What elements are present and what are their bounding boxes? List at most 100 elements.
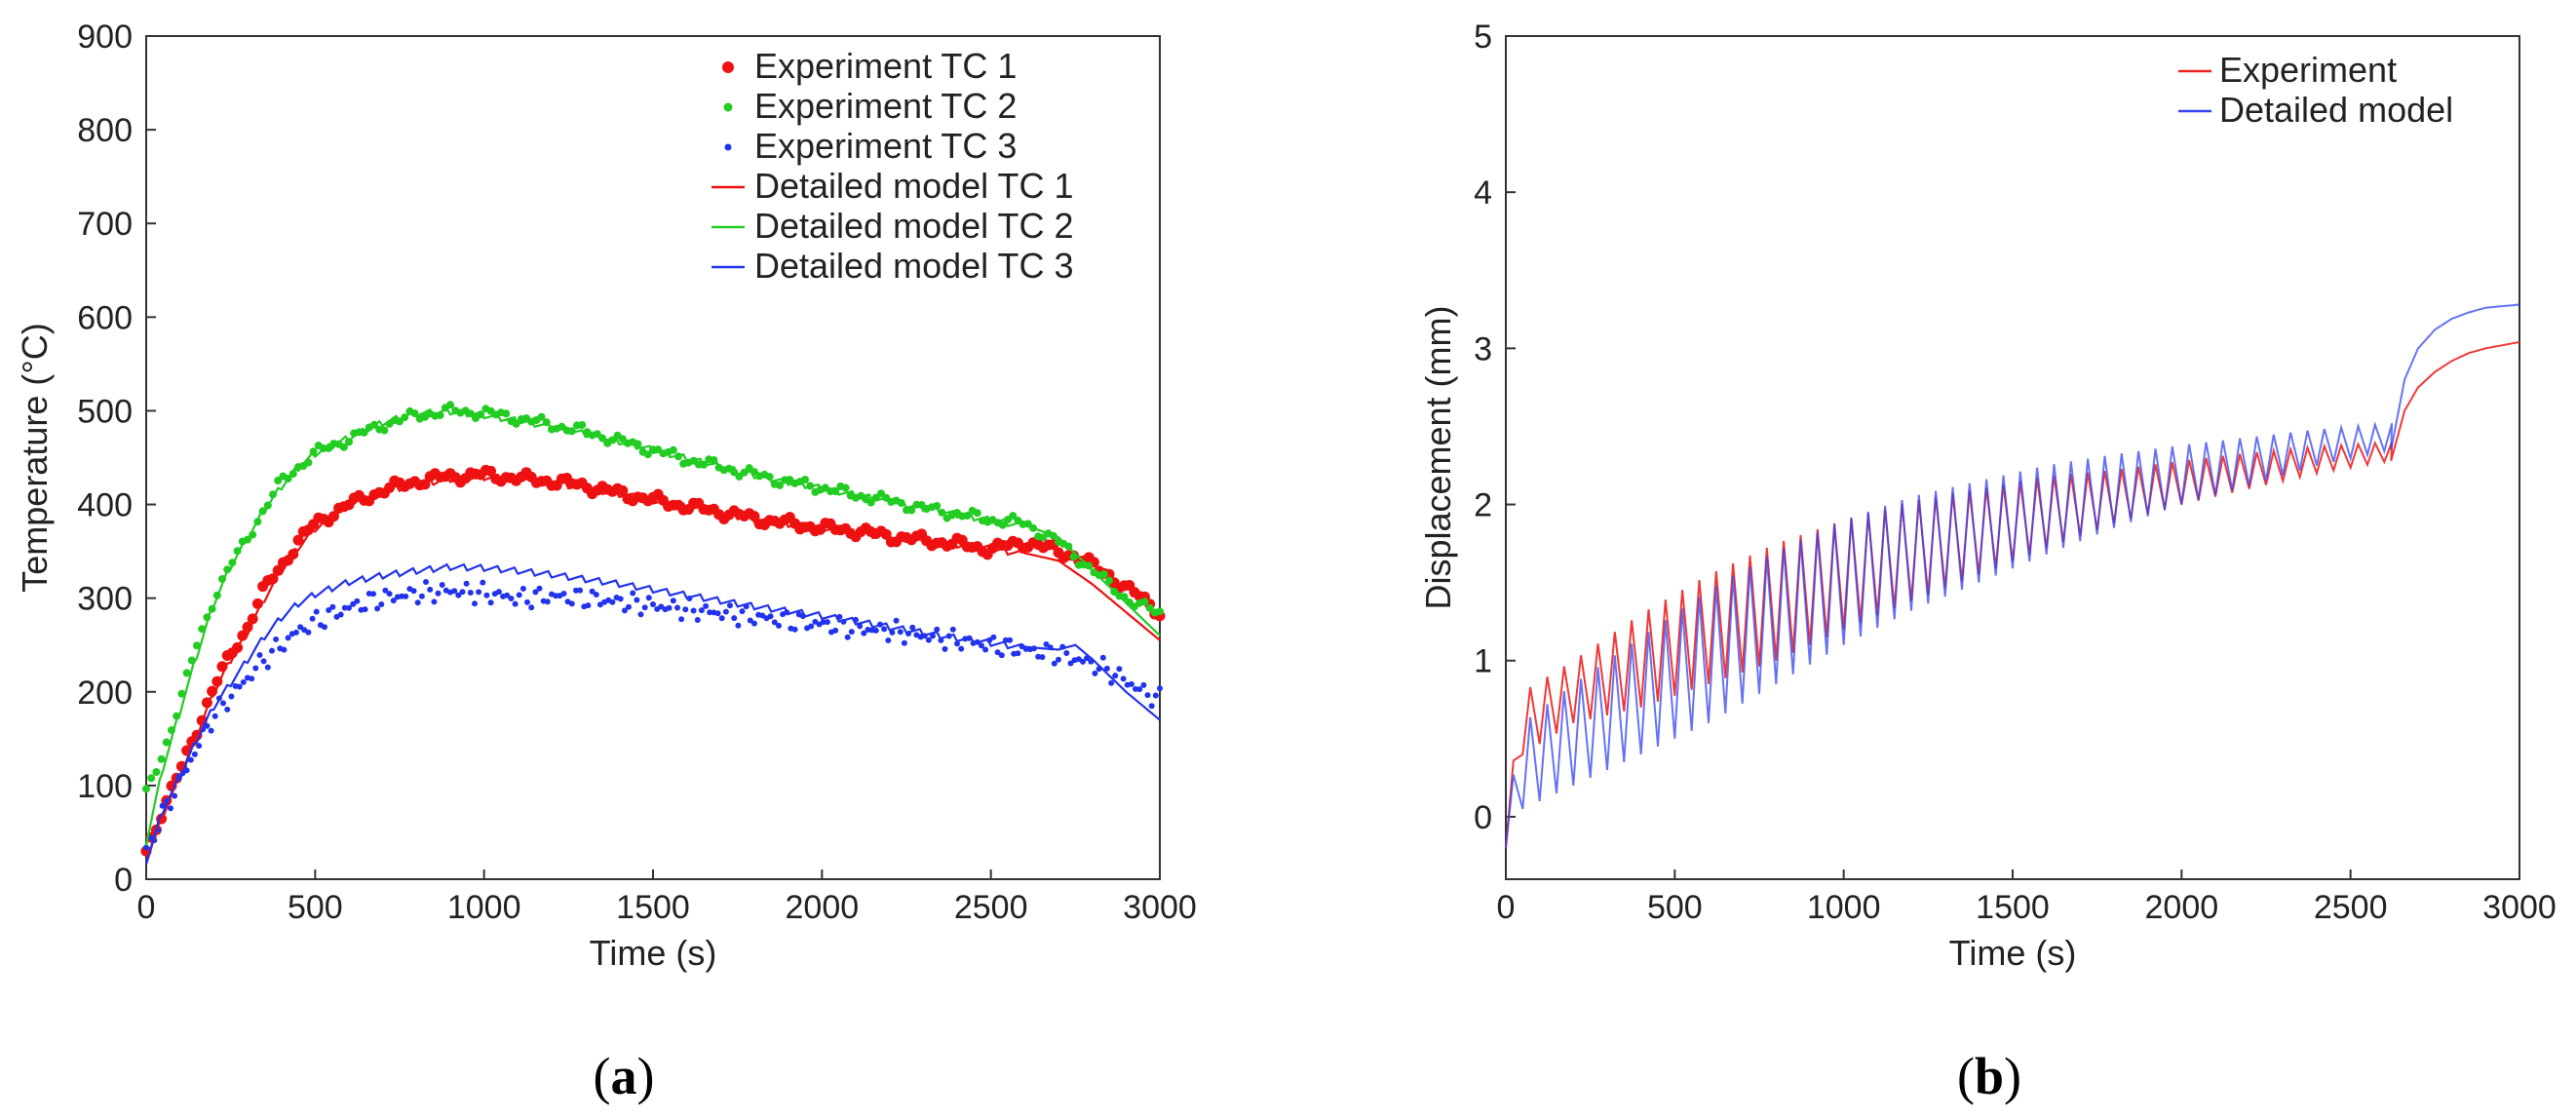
a-point-experiment-tc-3 <box>641 604 648 611</box>
a-point-experiment-tc-3 <box>269 647 275 654</box>
a-point-experiment-tc-1 <box>617 484 629 496</box>
a-point-experiment-tc-3 <box>1067 660 1074 667</box>
a-point-experiment-tc-3 <box>1116 666 1123 673</box>
a-point-experiment-tc-3 <box>467 590 474 596</box>
a-point-experiment-tc-3 <box>617 596 624 602</box>
a-point-experiment-tc-3 <box>1092 670 1098 676</box>
a-point-experiment-tc-3 <box>386 591 393 598</box>
a-point-experiment-tc-3 <box>1051 660 1057 667</box>
a-y-tick-label: 100 <box>77 768 133 805</box>
a-point-experiment-tc-2 <box>710 456 718 464</box>
a-point-experiment-tc-2 <box>1009 512 1018 521</box>
a-point-experiment-tc-2 <box>907 506 916 515</box>
a-point-experiment-tc-3 <box>382 587 389 594</box>
b-y-tick-label: 0 <box>1474 799 1492 836</box>
a-point-experiment-tc-3 <box>423 579 429 585</box>
a-point-experiment-tc-3 <box>925 637 932 643</box>
a-legend-swatch-experiment-tc-3 <box>724 143 732 151</box>
a-legend-label: Experiment TC 2 <box>754 86 1017 126</box>
a-point-experiment-tc-3 <box>767 613 774 620</box>
panel-label-b: (b) <box>1957 1047 2021 1105</box>
a-point-experiment-tc-3 <box>1007 637 1014 643</box>
a-point-experiment-tc-3 <box>791 626 798 633</box>
b-x-tick-label: 500 <box>1647 889 1703 926</box>
b-x-tick-label: 1500 <box>1976 889 2050 926</box>
a-point-experiment-tc-3 <box>292 629 299 636</box>
a-y-tick-label: 500 <box>77 393 133 430</box>
a-point-experiment-tc-3 <box>848 629 855 636</box>
a-point-experiment-tc-3 <box>751 620 757 627</box>
a-point-experiment-tc-3 <box>824 619 830 626</box>
a-point-experiment-tc-3 <box>240 678 247 685</box>
a-point-experiment-tc-3 <box>954 640 960 647</box>
b-x-axis-label: Time (s) <box>1949 933 2077 973</box>
a-line-detailed-model-tc-3 <box>144 562 1161 865</box>
a-point-experiment-tc-3 <box>168 805 173 812</box>
a-point-experiment-tc-2 <box>801 476 809 483</box>
a-point-experiment-tc-3 <box>236 683 243 690</box>
a-point-experiment-tc-2 <box>380 426 389 435</box>
a-point-experiment-tc-3 <box>942 645 948 652</box>
a-legend-label: Experiment TC 3 <box>754 126 1017 166</box>
a-point-experiment-tc-2 <box>182 669 191 677</box>
a-point-experiment-tc-3 <box>249 675 255 682</box>
a-point-experiment-tc-2 <box>998 521 1007 529</box>
a-point-experiment-tc-3 <box>735 622 742 629</box>
a-point-experiment-tc-3 <box>670 598 676 604</box>
a-point-experiment-tc-3 <box>512 600 519 607</box>
b-x-tick-label: 2500 <box>2314 889 2388 926</box>
a-point-experiment-tc-3 <box>645 595 652 601</box>
a-legend-label: Detailed model TC 2 <box>754 206 1074 246</box>
a-point-experiment-tc-3 <box>410 588 417 595</box>
a-point-experiment-tc-3 <box>354 598 361 604</box>
a-x-tick-label: 1500 <box>616 889 690 926</box>
a-y-axis-label: Temperature (°C) <box>15 323 55 592</box>
a-point-experiment-tc-2 <box>502 409 511 418</box>
a-point-experiment-tc-3 <box>208 727 214 734</box>
a-point-experiment-tc-2 <box>512 419 520 428</box>
panel-label-a: (a) <box>594 1047 655 1105</box>
b-y-tick-label: 5 <box>1474 19 1492 56</box>
a-point-experiment-tc-3 <box>370 591 376 598</box>
a-point-experiment-tc-3 <box>707 609 713 616</box>
a-x-axis-label: Time (s) <box>590 933 717 973</box>
a-point-experiment-tc-3 <box>536 585 543 592</box>
a-point-experiment-tc-3 <box>637 611 644 618</box>
chart-a-temperature: 0 500 1000 1500 2000 2500 3000 0 100 200 300 400 500… <box>15 19 1197 973</box>
a-point-experiment-tc-3 <box>346 604 352 611</box>
a-point-experiment-tc-3 <box>808 623 815 630</box>
a-point-experiment-tc-3 <box>678 616 685 623</box>
a-point-experiment-tc-2 <box>578 421 587 429</box>
a-point-experiment-tc-3 <box>674 604 680 611</box>
a-point-experiment-tc-2 <box>669 445 677 454</box>
a-point-experiment-tc-3 <box>949 626 956 633</box>
a-point-experiment-tc-3 <box>476 589 482 596</box>
a-point-experiment-tc-3 <box>519 585 526 592</box>
a-point-experiment-tc-3 <box>224 706 231 713</box>
a-point-experiment-tc-2 <box>643 450 652 459</box>
a-point-experiment-tc-3 <box>820 619 827 626</box>
a-point-experiment-tc-2 <box>339 443 348 451</box>
b-line-detailed-model <box>1505 303 2520 849</box>
a-x-tick-label: 500 <box>288 889 343 926</box>
a-point-experiment-tc-3 <box>187 756 194 763</box>
a-point-experiment-tc-3 <box>508 596 515 601</box>
a-point-experiment-tc-1 <box>485 465 497 477</box>
a-series-experiment-tc-3 <box>143 579 1163 851</box>
a-point-experiment-tc-3 <box>516 592 522 598</box>
a-point-experiment-tc-3 <box>435 590 442 597</box>
a-point-experiment-tc-3 <box>329 603 336 610</box>
a-point-experiment-tc-3 <box>844 634 851 640</box>
a-point-experiment-tc-3 <box>585 602 592 609</box>
a-point-experiment-tc-3 <box>958 645 965 652</box>
a-y-tick-label: 700 <box>77 206 133 243</box>
a-point-experiment-tc-3 <box>143 844 149 851</box>
a-point-experiment-tc-3 <box>771 619 778 626</box>
a-point-experiment-tc-3 <box>897 629 904 636</box>
a-x-tick-label: 2000 <box>786 889 860 926</box>
a-point-experiment-tc-3 <box>626 603 632 610</box>
a-point-experiment-tc-3 <box>739 608 746 615</box>
a-point-experiment-tc-3 <box>1144 692 1151 699</box>
a-point-experiment-tc-3 <box>451 588 458 595</box>
